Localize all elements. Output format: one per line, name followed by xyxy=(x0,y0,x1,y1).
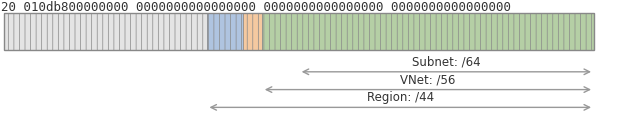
Text: VNet: /56: VNet: /56 xyxy=(400,74,456,87)
Bar xyxy=(262,13,594,50)
Text: Subnet: /64: Subnet: /64 xyxy=(412,56,480,69)
Bar xyxy=(4,13,594,50)
Text: Region: /44: Region: /44 xyxy=(367,91,434,104)
Bar xyxy=(4,13,207,50)
Text: 20 010db800000000 0000000000000000 0000000000000000 0000000000000000: 20 010db800000000 0000000000000000 00000… xyxy=(1,1,510,14)
Bar xyxy=(207,13,243,50)
Bar xyxy=(243,13,262,50)
